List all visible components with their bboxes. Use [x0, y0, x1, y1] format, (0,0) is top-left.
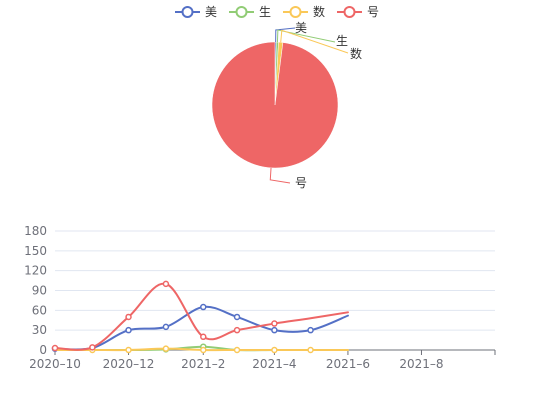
- legend-item[interactable]: 数: [283, 4, 325, 19]
- legend-circle-icon: [235, 6, 248, 18]
- legend-label: 数: [313, 4, 325, 19]
- legend-circle-icon: [343, 6, 356, 18]
- data-point[interactable]: [162, 323, 170, 331]
- y-tick-label: 30: [32, 323, 47, 337]
- legend[interactable]: 美生数号: [175, 4, 379, 19]
- line-chart: 0 30 60 90 120 150 180 2020–10 2020–12 2021–2 2021…: [24, 224, 496, 371]
- x-tick-label: 2021–2: [181, 357, 225, 371]
- y-tick-label: 60: [32, 303, 47, 317]
- x-tick-label: 2021–8: [399, 357, 443, 371]
- pie-label: 号: [295, 176, 307, 190]
- data-point[interactable]: [307, 326, 314, 334]
- x-tick-label: 2020–12: [103, 357, 155, 371]
- legend-label: 号: [367, 5, 379, 19]
- data-point[interactable]: [125, 326, 132, 334]
- data-point[interactable]: [271, 320, 278, 327]
- x-tick-label: 2020–10: [29, 357, 81, 371]
- data-point[interactable]: [307, 346, 314, 354]
- y-tick-label: 180: [24, 224, 47, 238]
- data-point[interactable]: [51, 344, 59, 352]
- data-point[interactable]: [125, 346, 132, 354]
- data-point[interactable]: [271, 326, 278, 334]
- y-tick-label: 120: [24, 264, 47, 278]
- legend-circle-icon: [181, 6, 194, 18]
- data-point[interactable]: [200, 303, 207, 311]
- legend-label: 美: [205, 5, 217, 19]
- legend-circle-icon: [289, 6, 302, 18]
- pie-label-line: [275, 27, 296, 43]
- legend-label: 生: [259, 5, 271, 19]
- x-tick-label: 2021–6: [326, 357, 370, 371]
- data-point[interactable]: [162, 345, 170, 352]
- data-point[interactable]: [89, 344, 96, 351]
- data-point[interactable]: [233, 326, 241, 334]
- pie-label-line: [269, 167, 291, 184]
- legend-item[interactable]: 生: [229, 5, 271, 19]
- data-point[interactable]: [233, 346, 241, 354]
- data-point[interactable]: [271, 346, 278, 354]
- data-point[interactable]: [200, 346, 207, 354]
- data-point[interactable]: [125, 313, 132, 321]
- pie-label: 数: [350, 46, 362, 61]
- legend-item[interactable]: 美: [175, 5, 217, 19]
- data-point[interactable]: [162, 280, 170, 288]
- x-tick-label: 2021–4: [252, 357, 296, 371]
- data-point[interactable]: [233, 313, 241, 321]
- legend-item[interactable]: 号: [337, 5, 379, 19]
- pie-slice[interactable]: [211, 41, 339, 169]
- y-tick-label: 90: [32, 284, 47, 298]
- pie-label: 美: [295, 21, 307, 35]
- y-tick-label: 150: [24, 244, 47, 258]
- pie-label-line: [280, 29, 349, 54]
- series-line[interactable]: [54, 282, 349, 351]
- data-point[interactable]: [200, 333, 207, 341]
- pie-label-line: [276, 29, 336, 43]
- pie-label: 生: [336, 34, 348, 48]
- y-tick-label: 0: [39, 343, 47, 357]
- line-series: [51, 280, 349, 352]
